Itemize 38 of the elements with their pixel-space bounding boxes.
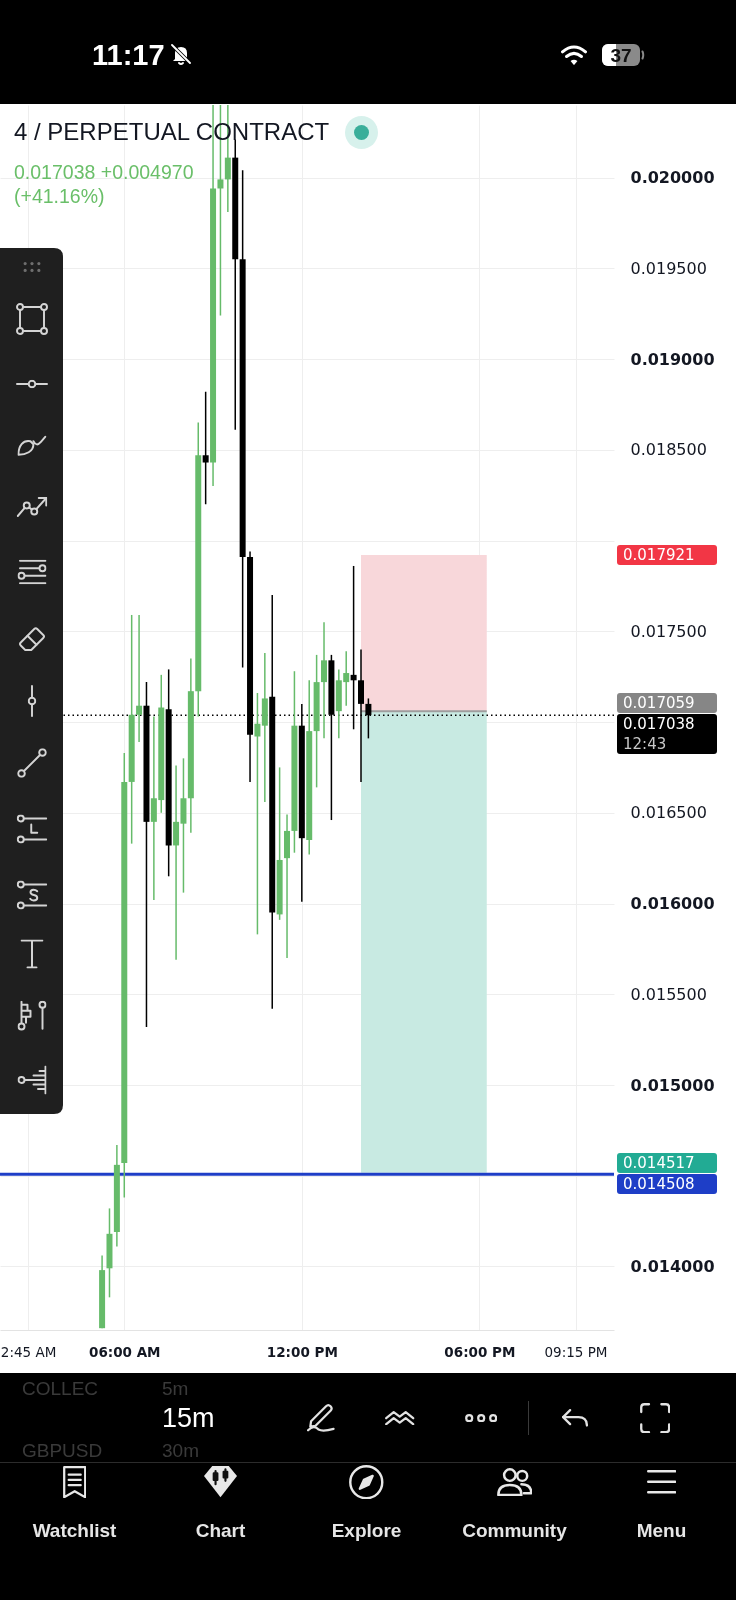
text: COLLEC [22, 1377, 99, 1399]
text: 0.017059 [623, 692, 696, 713]
y-tick-label: 0.019500 [630, 258, 707, 278]
text: 5m [162, 1377, 189, 1399]
x-tick-label: 2:45 AM [0, 1343, 57, 1360]
text: 0.014517 [623, 1152, 696, 1173]
y-tick-label: 0.015500 [630, 984, 707, 1004]
x-tick-label: 06:00 AM [89, 1343, 161, 1360]
x-tick-label: 12:00 PM [266, 1343, 338, 1360]
text: Menu [636, 1519, 687, 1541]
y-tick-label: 0.014000 [630, 1256, 715, 1276]
y-tick-label: 0.020000 [630, 168, 715, 188]
ref-line-label: 0.017038 [623, 713, 696, 734]
text: Community [462, 1519, 567, 1541]
candlestick [254, 692, 261, 936]
candlestick [136, 614, 143, 743]
text: 0.017921 [623, 544, 696, 565]
candlestick [321, 621, 328, 740]
text: 12:43 [623, 733, 668, 754]
ref-line-label: 0.014508 [623, 1173, 696, 1194]
y-tick-label: 0.019000 [630, 349, 715, 369]
text: Watchlist [32, 1519, 117, 1541]
x-tick-label: 06:00 PM [444, 1343, 516, 1360]
text: 11:17 [92, 38, 165, 71]
text: GBPUSD [22, 1439, 103, 1461]
y-tick-label: 0.015000 [630, 1075, 715, 1095]
text: 30m [162, 1439, 199, 1461]
x-tick-label: 09:15 PM [544, 1343, 608, 1360]
y-tick-label: 0.018500 [630, 440, 707, 460]
text: 15m [162, 1402, 215, 1433]
text: Explore [331, 1519, 402, 1541]
y-tick-label: 0.016000 [630, 894, 715, 914]
candlestick [358, 648, 364, 783]
y-tick-label: 0.016500 [630, 803, 707, 823]
text: 0.017038 +0.004970 (+41.16%) [14, 160, 195, 208]
candlestick [202, 390, 209, 506]
text: Chart [195, 1519, 246, 1541]
y-tick-label: 0.017500 [630, 621, 707, 641]
